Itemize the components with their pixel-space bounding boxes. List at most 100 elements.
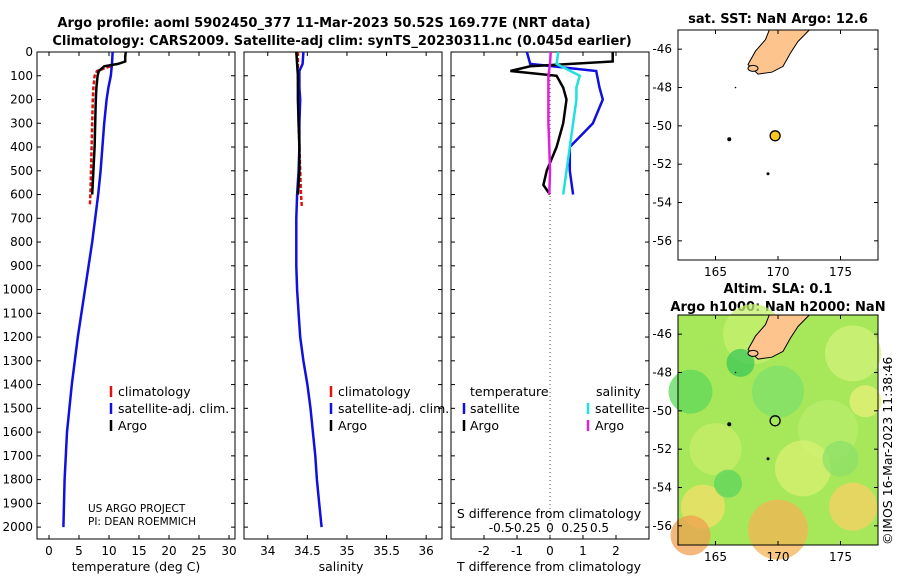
y-tick-label: 800	[10, 235, 33, 249]
series-line-climatology	[88, 65, 111, 207]
map-x-tick-label: 165	[704, 550, 727, 564]
map-y-tick-label: -54	[652, 481, 672, 495]
land-snares	[734, 371, 737, 374]
land-campbell-island	[766, 172, 770, 176]
map-x-tick-label: 175	[829, 550, 852, 564]
x-tick-label: -2	[478, 544, 490, 558]
temperature-legend: climatology satellite-adj. clim. Argo	[109, 384, 229, 433]
salinity-legend: climatology satellite-adj. clim. Argo	[329, 384, 449, 433]
y-tick-label: 1300	[2, 354, 33, 368]
y-tick-label: 2000	[2, 520, 33, 534]
sal-tick-label: -0.25	[510, 521, 541, 535]
y-tick-label: 0	[25, 45, 33, 59]
legend-argo: Argo	[338, 418, 367, 433]
sla-anomaly-blob	[726, 348, 755, 377]
x-tick-label: 34	[260, 544, 275, 558]
sla-anomaly-blob	[775, 440, 831, 497]
y-tick-label: 1400	[2, 378, 33, 392]
legend-climatology: climatology	[118, 384, 191, 399]
sst-map: -46 -48 -50 -52 -54 -56 165 170 175	[652, 29, 879, 279]
sla-anomaly-blob	[825, 325, 881, 382]
sla-anomaly-blob	[822, 440, 859, 477]
land-new-zealand	[747, 314, 811, 360]
map-y-tick-label: -52	[652, 157, 672, 171]
sal-tick-label: 0	[546, 521, 554, 535]
difference-panel-frame	[450, 51, 650, 540]
x-tick-label: 10	[101, 544, 116, 558]
sla-anomaly-blob	[714, 469, 742, 498]
map-x-tick-label: 170	[767, 550, 790, 564]
imos-credit: ©IMOS 16-Mar-2023 11:38:46	[880, 357, 895, 545]
x-tick-label: 15	[131, 544, 146, 558]
series-line-argo	[90, 51, 128, 195]
x-tick-label: 0	[45, 544, 53, 558]
land-new-zealand	[747, 29, 811, 75]
salinity-plot: 34 34.5 35 35.5 36	[244, 51, 442, 558]
sla-map-title-1: Altim. SLA: 0.1	[724, 282, 833, 297]
map-y-tick-label: -56	[652, 234, 672, 248]
map-y-tick-label: -52	[652, 442, 672, 456]
x-tick-label: 20	[161, 544, 176, 558]
legend-sal-argo: Argo	[595, 418, 624, 433]
legend-temp-satellite: satellite	[470, 401, 520, 416]
y-tick-label: 400	[10, 140, 33, 154]
difference-legend: temperature salinity satellite Argo sate…	[462, 384, 645, 433]
series-line-satellite-adj-clim-	[62, 51, 114, 528]
x-tick-label: 36	[419, 544, 434, 558]
x-tick-label: -1	[511, 544, 523, 558]
y-tick-label: 1800	[2, 473, 33, 487]
sla-anomaly-blob	[689, 423, 742, 476]
series-line-temperature-argo	[510, 52, 614, 196]
y-tick-label: 1700	[2, 449, 33, 463]
sla-map: -46 -48 -50 -52 -54 -56 165 170 175	[652, 304, 882, 564]
sst-map-title: sat. SST: NaN Argo: 12.6	[688, 12, 868, 27]
y-tick-label: 1200	[2, 330, 33, 344]
series-line-satellite-adj-clim-	[295, 51, 323, 528]
y-tick-label: 600	[10, 188, 33, 202]
legend-temperature-header: temperature	[470, 384, 549, 399]
series-line-salinity-satellite	[555, 51, 582, 195]
land-stewart-island	[747, 349, 759, 357]
title-line-1: Argo profile: aoml 5902450_377 11-Mar-20…	[57, 16, 590, 31]
y-tick-label: 500	[10, 164, 33, 178]
x-tick-label: 30	[221, 544, 236, 558]
legend-climatology: climatology	[338, 384, 411, 399]
salinity-xlabel: salinity	[319, 559, 364, 574]
x-tick-label: 2	[612, 544, 620, 558]
temperature-xlabel: temperature (deg C)	[72, 559, 201, 574]
legend-salinity-header: salinity	[596, 384, 641, 399]
series-line-salinity-argo	[547, 51, 552, 195]
legend-temp-argo: Argo	[470, 418, 499, 433]
x-tick-label: 35	[339, 544, 354, 558]
land-stewart-island	[747, 64, 759, 72]
difference-xlabel: T difference from climatology	[456, 559, 642, 574]
map-y-tick-label: -50	[652, 119, 672, 133]
map-y-tick-label: -46	[652, 327, 672, 341]
sla-anomaly-blob	[849, 385, 882, 418]
temperature-plot: 0100200300400500600700800900100011001200…	[2, 45, 236, 558]
x-tick-label: 5	[75, 544, 83, 558]
float-position-marker	[769, 415, 781, 427]
sal-tick-label: 0.5	[590, 521, 609, 535]
salinity-panel-frame	[243, 51, 443, 540]
sla-anomaly-blob	[752, 365, 804, 418]
land-auckland-islands	[727, 137, 732, 142]
y-tick-label: 100	[10, 69, 33, 83]
sla-map-title-2: Argo h1000: NaN h2000: NaN	[670, 300, 885, 315]
title-line-2: Climatology: CARS2009. Satellite-adj cli…	[52, 34, 631, 49]
sla-anomaly-blob	[668, 369, 713, 414]
project-credit: US ARGO PROJECT	[88, 503, 186, 515]
x-tick-label: 35.5	[373, 544, 400, 558]
land-auckland-islands	[727, 422, 732, 427]
series-line-argo	[295, 51, 301, 195]
y-tick-label: 1500	[2, 401, 33, 415]
pi-credit: PI: DEAN ROEMMICH	[88, 516, 196, 528]
y-tick-label: 1000	[2, 283, 33, 297]
legend-satellite: satellite-adj. clim.	[338, 401, 449, 416]
x-tick-label: 1	[579, 544, 587, 558]
map-y-tick-label: -48	[652, 81, 672, 95]
map-y-tick-label: -48	[652, 366, 672, 380]
land-campbell-island	[766, 457, 770, 461]
sal-tick-label: -0.5	[489, 521, 512, 535]
